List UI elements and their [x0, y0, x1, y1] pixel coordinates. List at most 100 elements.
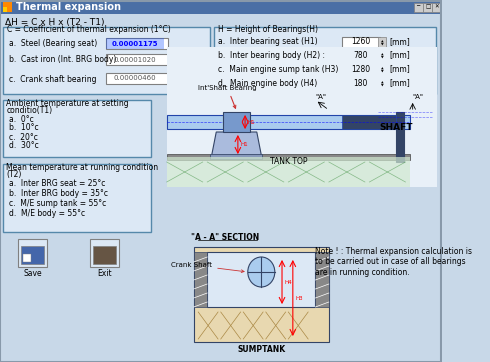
- Text: Crank Shaft: Crank Shaft: [171, 262, 244, 273]
- Bar: [423, 3, 432, 12]
- Text: ▲: ▲: [381, 52, 383, 56]
- Text: 1280: 1280: [351, 64, 370, 73]
- Text: ▼: ▼: [381, 84, 383, 88]
- Bar: [3, 2, 12, 12]
- Text: 180: 180: [353, 79, 368, 88]
- Bar: [210, 154, 262, 159]
- Text: ─: ─: [416, 4, 419, 9]
- Text: [mm]: [mm]: [389, 38, 410, 46]
- Bar: [369, 97, 437, 152]
- Bar: [433, 3, 441, 12]
- Bar: [207, 252, 316, 307]
- FancyBboxPatch shape: [3, 100, 151, 157]
- Text: ✕: ✕: [434, 4, 439, 9]
- Bar: [106, 38, 168, 49]
- Bar: [106, 73, 168, 84]
- Text: d.  Main engine body (H4): d. Main engine body (H4): [218, 79, 318, 88]
- Text: 1260: 1260: [351, 38, 370, 46]
- FancyBboxPatch shape: [0, 0, 441, 14]
- Bar: [167, 157, 410, 187]
- Bar: [24, 254, 31, 262]
- Bar: [194, 247, 329, 342]
- Bar: [90, 239, 119, 267]
- Text: H = Height of Bearings(H): H = Height of Bearings(H): [218, 25, 318, 34]
- Text: H4: H4: [285, 279, 293, 285]
- Text: Int'Shaft Bearing: Int'Shaft Bearing: [198, 85, 257, 108]
- Text: [mm]: [mm]: [389, 79, 410, 88]
- Bar: [378, 37, 386, 47]
- Text: "A": "A": [316, 94, 326, 100]
- Text: Exit: Exit: [97, 269, 112, 278]
- Text: d.  30°c: d. 30°c: [9, 142, 39, 151]
- Text: b.  10°c: b. 10°c: [9, 123, 39, 132]
- Text: Mean temperature at running condition: Mean temperature at running condition: [6, 163, 158, 172]
- Text: H1: H1: [248, 119, 255, 125]
- Bar: [343, 50, 380, 60]
- Bar: [343, 37, 380, 47]
- Text: ▼: ▼: [381, 56, 383, 60]
- Bar: [194, 252, 207, 307]
- Text: ▲: ▲: [381, 67, 383, 71]
- Bar: [21, 246, 44, 264]
- Text: a.  Inter bearing seat (H1): a. Inter bearing seat (H1): [218, 38, 318, 46]
- Text: Note ! : Thermal expansion calculation is
to be carried out in case of all beari: Note ! : Thermal expansion calculation i…: [316, 247, 472, 277]
- Text: Thermal expansion: Thermal expansion: [16, 2, 121, 12]
- Bar: [396, 112, 404, 162]
- Text: c.  20°c: c. 20°c: [9, 132, 38, 142]
- Text: [mm]: [mm]: [389, 64, 410, 73]
- Circle shape: [248, 257, 275, 287]
- FancyBboxPatch shape: [3, 27, 210, 94]
- Text: Save: Save: [23, 269, 42, 278]
- Text: b.  Cast iron (Int. BRG body): b. Cast iron (Int. BRG body): [9, 55, 117, 64]
- Text: □: □: [425, 4, 431, 9]
- Text: "A - A" SECTION: "A - A" SECTION: [191, 232, 259, 241]
- Text: 780: 780: [353, 51, 368, 59]
- Text: "A": "A": [413, 94, 424, 100]
- Text: H3: H3: [295, 295, 303, 300]
- Bar: [378, 77, 386, 88]
- Bar: [223, 112, 250, 132]
- Text: 0.00001175: 0.00001175: [112, 41, 158, 46]
- Bar: [18, 239, 47, 267]
- Bar: [167, 115, 410, 129]
- Text: b.  Inter BRG body = 35°c: b. Inter BRG body = 35°c: [9, 189, 108, 198]
- Text: SHAFT: SHAFT: [380, 122, 413, 131]
- Text: SUMPTANK: SUMPTANK: [237, 345, 285, 354]
- Text: Ambient temperature at setting: Ambient temperature at setting: [6, 98, 129, 108]
- Text: d.  M/E body = 55°c: d. M/E body = 55°c: [9, 209, 85, 218]
- Bar: [167, 47, 437, 187]
- Bar: [343, 115, 396, 129]
- Bar: [316, 252, 329, 307]
- Bar: [167, 154, 410, 160]
- FancyBboxPatch shape: [215, 27, 436, 94]
- Text: 0.00000460: 0.00000460: [114, 76, 156, 81]
- Bar: [3, 7, 7, 12]
- Bar: [106, 54, 168, 65]
- Text: a.  Inter BRG seat = 25°c: a. Inter BRG seat = 25°c: [9, 178, 105, 188]
- Bar: [93, 246, 116, 264]
- Text: ▼: ▼: [381, 43, 383, 47]
- Text: TANK TOP: TANK TOP: [270, 157, 307, 167]
- Text: (T2): (T2): [6, 169, 22, 178]
- Text: ▲: ▲: [381, 80, 383, 84]
- Bar: [343, 63, 380, 75]
- Text: c.  Crank shaft bearing: c. Crank shaft bearing: [9, 75, 97, 84]
- Text: H1: H1: [241, 143, 248, 147]
- Text: c.  M/E sump tank = 55°c: c. M/E sump tank = 55°c: [9, 198, 106, 207]
- Bar: [343, 77, 380, 88]
- Text: ▲: ▲: [381, 39, 383, 43]
- Text: ▼: ▼: [381, 70, 383, 74]
- Text: ΔH = C x H x (T2 - T1): ΔH = C x H x (T2 - T1): [4, 17, 104, 26]
- Text: C = Coefficient of thermal expansion (1°C): C = Coefficient of thermal expansion (1°…: [7, 25, 171, 34]
- Text: conditio(T1): conditio(T1): [6, 105, 52, 114]
- Text: a.  0°c: a. 0°c: [9, 114, 34, 123]
- Text: b.  Inter bearing body (H2) :: b. Inter bearing body (H2) :: [218, 51, 325, 59]
- Text: a.  Steel (Bearing seat): a. Steel (Bearing seat): [9, 39, 97, 49]
- Bar: [378, 63, 386, 75]
- Text: c.  Main engine sump tank (H3): c. Main engine sump tank (H3): [218, 64, 339, 73]
- FancyBboxPatch shape: [3, 164, 151, 232]
- Bar: [415, 3, 422, 12]
- Polygon shape: [212, 132, 261, 155]
- Text: 0.00001020: 0.00001020: [114, 56, 156, 63]
- Text: [mm]: [mm]: [389, 51, 410, 59]
